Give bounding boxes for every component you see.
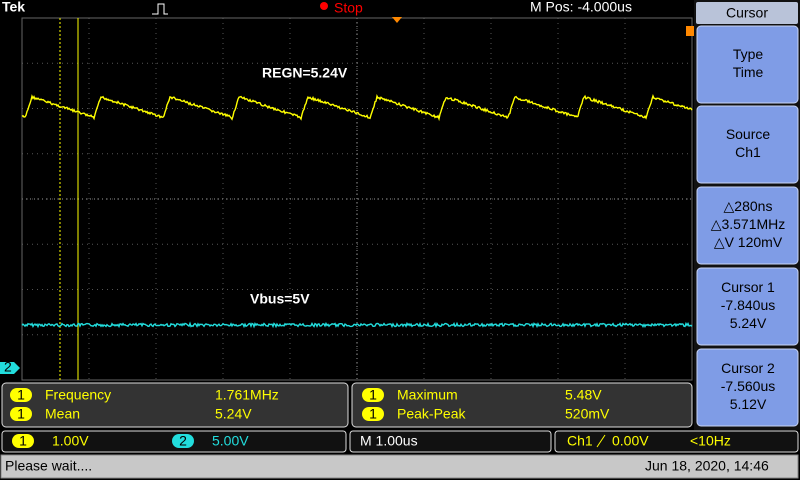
trigger-icon: [152, 3, 168, 15]
menu-button-label: Source: [726, 126, 771, 142]
ch1-trace: [21, 93, 693, 122]
graticule: [21, 17, 693, 381]
channel-badge: [10, 388, 32, 402]
ch2-marker-shape: [0, 362, 20, 374]
menu-button-label: Type: [733, 46, 764, 62]
channel-badge: [172, 434, 194, 448]
menu-button-label: △V 120mV: [714, 234, 783, 250]
channel-badge-label: 1: [17, 406, 25, 422]
channel-badge-label: 1: [369, 387, 377, 403]
menu-button-label: Ch1: [735, 144, 761, 160]
channel-scale: 1.00V: [52, 433, 89, 449]
channel-badge-label: 1: [17, 387, 25, 403]
status-datetime: Jun 18, 2020, 14:46: [645, 458, 769, 474]
channel-badge-label: 2: [179, 433, 187, 449]
menu-button[interactable]: [696, 105, 799, 184]
measurement-label: Peak-Peak: [397, 406, 466, 422]
ch2-marker: 2: [4, 359, 12, 375]
menu-button-label: Cursor 2: [721, 360, 775, 376]
menu-button-label: △280ns: [724, 198, 773, 214]
timebase: M 1.00us: [360, 433, 418, 449]
measurement-value: 5.48V: [565, 387, 602, 403]
measurement-label: Maximum: [397, 387, 458, 403]
measurement-value: 1.761MHz: [215, 387, 279, 403]
measurement-panel: [1, 382, 349, 428]
menu-button-label: 5.12V: [730, 396, 767, 412]
menu-button-label: -7.560us: [721, 378, 775, 394]
trigger-frequency: <10Hz: [690, 433, 731, 449]
graticule-border: [21, 17, 693, 381]
menu-button[interactable]: [696, 25, 799, 104]
channel-badge: [10, 407, 32, 421]
traces: [21, 93, 693, 329]
trigger-level-value: 0.00V: [612, 433, 649, 449]
channel-badge: [362, 407, 384, 421]
measurement-label: Frequency: [45, 387, 111, 403]
annotation: Vbus=5V: [250, 291, 310, 307]
menu-button-label: Time: [733, 64, 764, 80]
menu-button-label: Cursor 1: [721, 279, 775, 295]
menu-button-label: -7.840us: [721, 297, 775, 313]
channel-badge-label: 1: [19, 433, 27, 449]
measurement-panel: [351, 382, 693, 428]
run-state: Stop: [334, 0, 363, 16]
menu-button-label: △3.571MHz: [711, 216, 786, 232]
channel-scale: 5.00V: [212, 433, 249, 449]
menu-button[interactable]: [696, 186, 799, 265]
measurement-label: Mean: [45, 406, 80, 422]
measurement-value: 5.24V: [215, 406, 252, 422]
channel-badge: [362, 388, 384, 402]
measurement-value: 520mV: [565, 406, 610, 422]
channel-badge-label: 1: [369, 406, 377, 422]
timebase-box: [349, 430, 552, 453]
status-bar: [0, 454, 799, 479]
brand: Tek: [2, 0, 25, 15]
menu-title-bg: [696, 2, 798, 24]
trigger-position: [392, 17, 402, 23]
status-message: Please wait....: [5, 458, 92, 474]
ch2-trace: [21, 321, 693, 329]
horizontal-position: M Pos: -4.000us: [530, 0, 632, 15]
menu-button[interactable]: [696, 348, 799, 427]
run-indicator: [320, 2, 328, 10]
trigger-slope: [596, 434, 606, 448]
menu-title: Cursor: [726, 5, 768, 21]
trigger-box: [554, 430, 799, 453]
trigger-level: [686, 26, 694, 36]
trigger-source: Ch1: [567, 433, 593, 449]
menu-button[interactable]: [696, 267, 799, 346]
channel-badge: [12, 434, 34, 448]
annotation: REGN=5.24V: [262, 65, 348, 81]
menu-button-label: 5.24V: [730, 315, 767, 331]
